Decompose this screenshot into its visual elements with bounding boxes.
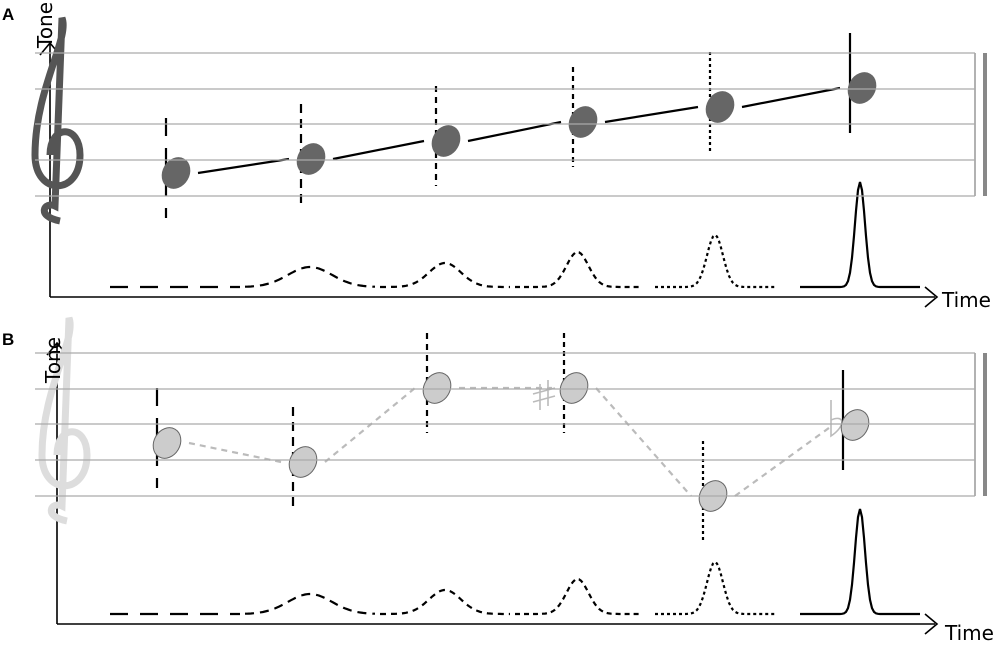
axis (46, 341, 939, 635)
panel-label: B (2, 330, 14, 349)
distribution (800, 181, 920, 289)
note (296, 143, 326, 175)
y-axis-label: Tone (33, 2, 57, 49)
distribution (515, 250, 639, 289)
note (840, 409, 870, 441)
distribution (380, 261, 510, 289)
note-connection (467, 120, 562, 143)
distribution (655, 560, 775, 616)
distribution (515, 577, 639, 616)
note-connection (595, 387, 692, 497)
panel-label: A (2, 5, 14, 24)
note (847, 72, 877, 104)
note (152, 427, 182, 459)
note (705, 91, 735, 123)
note-connection (332, 139, 425, 161)
note (161, 157, 191, 189)
note (559, 372, 589, 404)
treble-clef (31, 16, 84, 225)
note (422, 372, 452, 404)
y-axis-label: Tone (41, 337, 65, 384)
note-connection (741, 86, 841, 109)
note-connection (324, 387, 416, 463)
note (568, 106, 598, 138)
x-axis-label: Time (941, 288, 991, 312)
distribution (655, 233, 775, 289)
sharp (532, 380, 556, 410)
distribution (800, 508, 920, 616)
distribution (245, 265, 375, 288)
treble-clef (38, 316, 91, 525)
note-connection (197, 157, 290, 175)
flat (830, 400, 843, 438)
note-connection (188, 441, 282, 464)
distribution (380, 588, 510, 616)
axis (39, 41, 939, 308)
note (288, 446, 318, 478)
distribution (245, 592, 375, 615)
note (431, 125, 461, 157)
x-axis-label: Time (944, 621, 994, 645)
note-connection (604, 105, 699, 124)
